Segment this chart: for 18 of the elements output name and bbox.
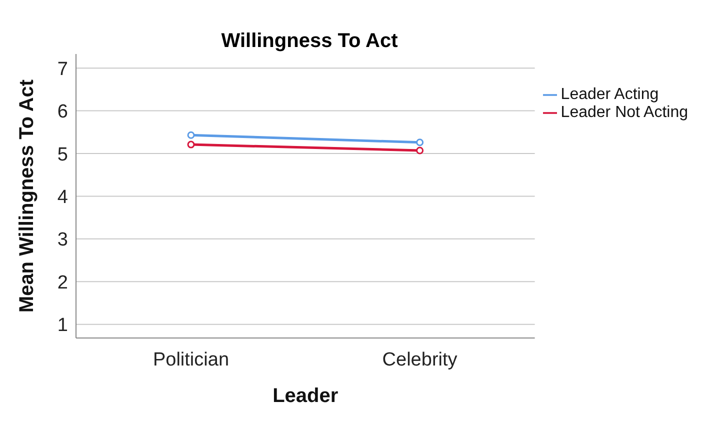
chart-title: Willingness To Act — [220, 30, 399, 53]
point — [416, 146, 424, 154]
y-axis-title: Mean Willingness To Act — [16, 79, 38, 313]
y-tick-label: 1 — [57, 315, 68, 336]
x-tick-label: Politician — [152, 349, 230, 370]
legend-label: Leader Acting — [560, 86, 659, 103]
legend-label: Leader Not Acting — [560, 104, 688, 121]
y-tick-label: 5 — [57, 144, 68, 166]
y-tick-label: 2 — [57, 272, 68, 294]
y-tick-label: 7 — [57, 58, 68, 80]
y-tick-label: 4 — [57, 186, 68, 208]
point — [187, 131, 195, 139]
x-tick-label: Celebrity — [382, 349, 458, 370]
y-tick-label: 6 — [57, 102, 68, 123]
x-axis-title: Leader — [272, 385, 338, 407]
y-tick-label: 3 — [57, 230, 68, 251]
point — [187, 140, 195, 148]
point — [416, 138, 424, 146]
